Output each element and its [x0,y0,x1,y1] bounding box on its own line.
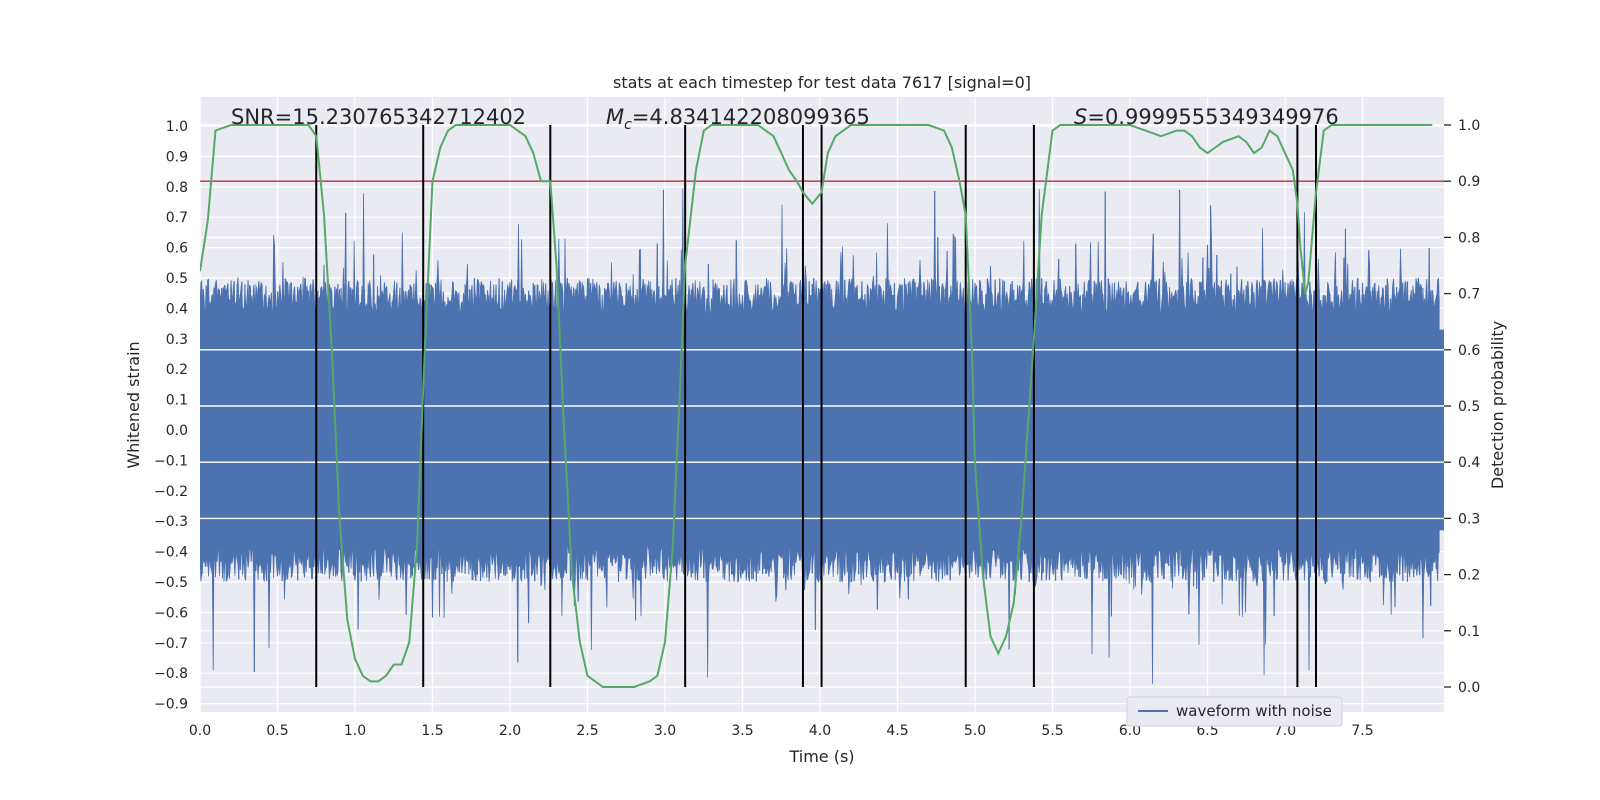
y-left-tick-label: −0.3 [154,514,188,530]
y-right-axis-ticks: 1.0 0.9 0.8 0.7 0.6 0.5 0.4 0.3 0.2 0.1 0.0 [1444,118,1480,696]
y-right-tick-label: 0.0 [1458,680,1480,696]
mc-value: =4.834142208099365 [632,105,870,129]
x-tick-label: 4.0 [809,723,831,739]
y-left-tick-label: 0.8 [166,180,188,196]
x-tick-label: 3.5 [731,723,753,739]
x-tick-label: 0.0 [189,723,211,739]
y-left-tick-label: −0.9 [154,697,188,713]
legend-label-waveform: waveform with noise [1176,702,1332,720]
y-right-tick-label: 0.5 [1458,399,1480,415]
x-tick-label: 4.5 [886,723,908,739]
y-left-tick-label: −0.4 [154,545,188,561]
y-left-tick-label: 0.2 [166,362,188,378]
x-tick-label: 6.0 [1119,723,1141,739]
x-tick-label: 7.0 [1274,723,1296,739]
mc-subscript: c [624,117,632,133]
probability-line [200,124,1433,688]
mc-symbol: M [606,105,624,129]
y-left-tick-label: −0.6 [154,605,188,621]
y-left-tick-label: 0.4 [166,301,188,317]
y-left-tick-label: 1.0 [166,119,188,135]
y-right-tick-label: 0.8 [1458,230,1480,246]
s-annotation: S=0.9999555349349976 [1074,105,1339,129]
x-tick-label: 1.5 [421,723,443,739]
x-tick-label: 5.5 [1041,723,1063,739]
s-value: =0.9999555349349976 [1087,105,1338,129]
y-left-tick-label: −0.5 [154,575,188,591]
y-left-tick-label: 0.1 [166,393,188,409]
x-tick-label: 0.5 [266,723,288,739]
y-right-tick-label: 0.2 [1458,568,1480,584]
y-right-tick-label: 0.4 [1458,455,1480,471]
y-right-tick-label: 0.7 [1458,287,1480,303]
y-left-tick-label: 0.9 [166,149,188,165]
y-right-tick-label: 0.1 [1458,624,1480,640]
y-left-tick-label: −0.2 [154,484,188,500]
x-axis-ticks: 0.0 0.5 1.0 1.5 2.0 2.5 3.0 3.5 4.0 4.5 5.0 5.5 6.0 6… [189,723,1374,739]
y-left-tick-label: −0.7 [154,636,188,652]
y-right-tick-label: 1.0 [1458,118,1480,134]
x-tick-label: 1.0 [344,723,366,739]
y-left-tick-label: 0.5 [166,271,188,287]
probability-layer [200,124,1433,688]
x-tick-label: 3.0 [654,723,676,739]
legend: waveform with noise [1126,696,1343,727]
x-tick-label: 2.5 [576,723,598,739]
x-tick-label: 7.5 [1351,723,1373,739]
y-left-tick-label: 0.7 [166,210,188,226]
x-tick-label: 6.5 [1196,723,1218,739]
y-left-tick-label: 0.3 [166,332,188,348]
y-left-tick-label: −0.1 [154,453,188,469]
y-left-axis-label: Whitened strain [124,341,143,468]
y-left-tick-label: 0.6 [166,241,188,257]
y-left-axis-ticks: 1.0 0.9 0.8 0.7 0.6 0.5 0.4 0.3 0.2 0.1 0.0 −0.1 −0.… [154,119,188,713]
y-right-axis-label: Detection probability [1488,321,1507,489]
x-axis-label: Time (s) [788,747,854,766]
x-tick-label: 5.0 [964,723,986,739]
snr-annotation: SNR=15.230765342712402 [231,105,526,129]
s-symbol: S [1074,105,1087,129]
y-left-tick-label: −0.8 [154,666,188,682]
y-right-tick-label: 0.9 [1458,174,1480,190]
vertical-markers [315,125,1317,687]
x-tick-label: 2.0 [499,723,521,739]
chart-title: stats at each timestep for test data 761… [613,73,1031,92]
legend-box [1126,696,1343,727]
y-right-tick-label: 0.6 [1458,343,1480,359]
chirp-mass-annotation: Mc=4.834142208099365 [606,105,870,133]
y-left-tick-label: 0.0 [166,423,188,439]
y-right-tick-label: 0.3 [1458,511,1480,527]
